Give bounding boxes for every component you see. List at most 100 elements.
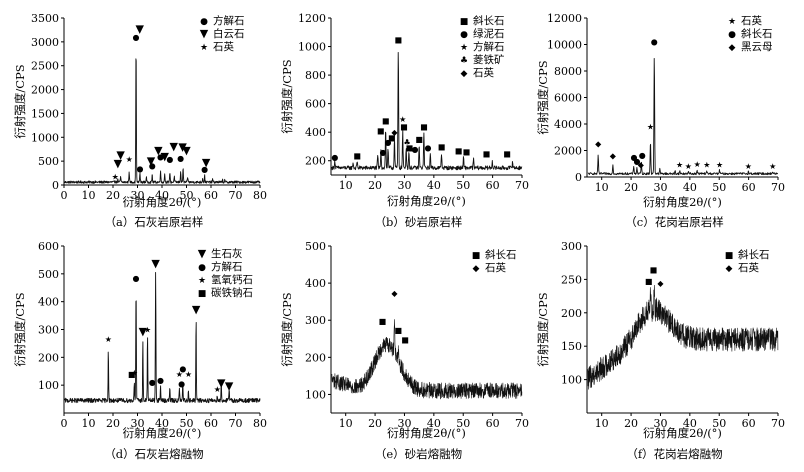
y-tick-label: 400 xyxy=(305,277,326,290)
peak-marker: ■ xyxy=(645,277,653,286)
y-tick-label: 0 xyxy=(52,179,59,192)
panel-f: 10 20 30 40 50 60 70 100 150 200 250 300 衍射角度2θ/(°) 衍… xyxy=(536,240,785,461)
x-tick-label: 40 xyxy=(683,417,697,430)
peak-marker: ● xyxy=(385,138,392,147)
x-tick-label: 30 xyxy=(397,179,411,192)
y-axis-label: 衍射强度/CPS xyxy=(280,292,294,366)
panel-caption: （f）花岗岩熔融物 xyxy=(626,447,722,461)
peak-marker: ● xyxy=(157,153,164,162)
peak-marker: ▼ xyxy=(202,156,211,169)
x-tick-label: 60 xyxy=(204,417,218,430)
x-tick-label: 10 xyxy=(595,181,609,194)
legend-symbol: ■ xyxy=(198,289,207,299)
x-tick-label: 70 xyxy=(229,189,243,202)
peak-marker: ● xyxy=(633,157,640,166)
peak-marker: ▼ xyxy=(114,157,123,170)
peak-marker: ★ xyxy=(694,160,701,169)
xrd-trace-c xyxy=(587,57,779,176)
panel-a: 0 10 20 30 40 50 60 70 80 0 500 1000 1500 2000 2500 300… xyxy=(13,12,267,229)
peak-marker: ● xyxy=(412,145,419,154)
x-tick-label: 40 xyxy=(427,179,441,192)
x-tick-label: 60 xyxy=(486,179,500,192)
x-axis-label: 衍射角度2θ/(°) xyxy=(123,426,202,440)
peak-marker: ■ xyxy=(388,134,396,143)
x-tick-label: 30 xyxy=(131,189,145,202)
peak-marker: ■ xyxy=(650,266,658,275)
legend-symbol: ★ xyxy=(728,17,736,27)
x-tick-label: 60 xyxy=(204,189,218,202)
x-tick-label: 70 xyxy=(771,181,785,194)
y-tick-label: 500 xyxy=(38,268,59,281)
x-tick-label: 20 xyxy=(624,417,638,430)
y-tick-label: 2000 xyxy=(554,145,582,158)
legend-label: 氢氧钙石 xyxy=(211,273,253,286)
x-tick-label: 0 xyxy=(61,189,68,202)
y-tick-label: 100 xyxy=(305,388,326,401)
legend-symbol: ◆ xyxy=(729,43,736,53)
peak-marker: ● xyxy=(149,378,156,387)
x-tick-label: 50 xyxy=(180,189,194,202)
y-tick-label: 300 xyxy=(561,240,582,253)
y-tick-label: 1200 xyxy=(298,12,326,25)
y-tick-label: 1500 xyxy=(31,107,59,120)
x-tick-label: 80 xyxy=(253,417,267,430)
x-tick-label: 20 xyxy=(368,417,382,430)
legend-symbol: ★ xyxy=(198,276,206,286)
peak-marker: ■ xyxy=(483,149,491,158)
y-tick-label: 200 xyxy=(305,351,326,364)
legend-label: 白云石 xyxy=(213,27,245,40)
xrd-trace-b xyxy=(331,51,523,171)
legend-symbol: ◆ xyxy=(473,264,480,274)
x-tick-label: 20 xyxy=(106,417,120,430)
legend-symbol: ◆ xyxy=(726,264,733,274)
y-tick-label: 100 xyxy=(38,379,59,392)
legend-label: 生石灰 xyxy=(211,247,243,260)
peak-marker: ★ xyxy=(131,368,138,377)
legend-label: 黑云母 xyxy=(741,41,773,53)
legend-label: 斜长石 xyxy=(741,27,773,40)
xrd-trace-f xyxy=(587,284,779,390)
y-tick-label: 600 xyxy=(38,240,59,253)
panel-caption: （e）砂岩熔融物 xyxy=(375,447,462,461)
y-tick-label: 300 xyxy=(305,314,326,327)
x-tick-label: 50 xyxy=(456,417,470,430)
y-tick-label: 100 xyxy=(561,374,582,387)
legend-label: 方解石 xyxy=(473,40,505,53)
y-tick-label: 200 xyxy=(38,351,59,364)
peak-marker: ● xyxy=(178,380,185,389)
peak-marker: ▼ xyxy=(225,379,234,392)
peak-marker: ■ xyxy=(415,135,423,144)
peak-marker: ★ xyxy=(703,161,710,170)
peak-marker: ▼ xyxy=(178,141,187,154)
x-tick-label: 50 xyxy=(712,181,726,194)
y-tick-label: 300 xyxy=(38,324,59,337)
y-tick-label: 500 xyxy=(38,155,59,168)
peak-marker: ■ xyxy=(128,370,136,379)
x-tick-label: 30 xyxy=(653,417,667,430)
x-tick-label: 30 xyxy=(131,417,145,430)
peak-marker: ♣ xyxy=(404,138,411,147)
peak-marker: ● xyxy=(631,153,638,162)
peak-marker: ■ xyxy=(395,35,403,44)
legend-label: 石英 xyxy=(738,261,759,274)
y-tick-label: 600 xyxy=(305,98,326,111)
y-tick-label: 500 xyxy=(305,240,326,253)
panel-caption: （a）石灰岩原岩样 xyxy=(105,215,204,229)
y-tick-label: 4000 xyxy=(554,118,582,131)
x-tick-label: 40 xyxy=(427,417,441,430)
x-tick-label: 0 xyxy=(61,417,68,430)
x-tick-label: 60 xyxy=(742,181,756,194)
x-tick-label: 70 xyxy=(229,417,243,430)
y-tick-label: 3500 xyxy=(31,12,59,25)
peak-marker: ● xyxy=(136,165,143,174)
x-tick-label: 10 xyxy=(595,417,609,430)
x-tick-label: 30 xyxy=(653,181,667,194)
x-axis-label: 衍射角度2θ/(°) xyxy=(387,194,466,208)
peak-marker: ■ xyxy=(382,117,390,126)
y-axis-label: 衍射强度/CPS xyxy=(536,60,550,134)
legend-label: 斜长石 xyxy=(485,248,517,261)
x-tick-label: 50 xyxy=(456,179,470,192)
peak-marker: ● xyxy=(133,33,140,42)
peak-marker: ■ xyxy=(377,127,385,136)
legend-label: 石英 xyxy=(741,14,762,27)
